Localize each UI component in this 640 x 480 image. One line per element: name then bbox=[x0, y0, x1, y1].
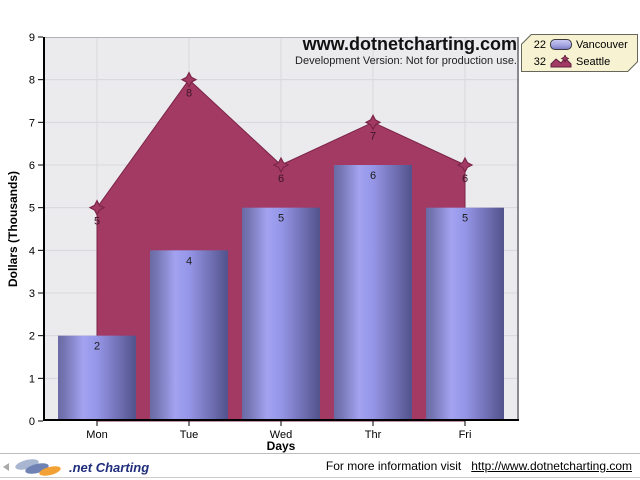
logo-brand-text: .net Charting bbox=[69, 459, 150, 475]
footer-info-text: For more information visit bbox=[325, 459, 462, 473]
bar-vancouver-fri bbox=[426, 207, 504, 421]
bar-vancouver-thr bbox=[334, 165, 412, 421]
bar-value-label: 4 bbox=[186, 255, 192, 267]
area-value-label: 7 bbox=[370, 130, 376, 142]
y-tick-label: 8 bbox=[29, 75, 35, 87]
bar-value-label: 2 bbox=[94, 341, 100, 353]
legend-item-vancouver: 22 Vancouver bbox=[531, 37, 637, 52]
plot-area: 5 8 6 7 6 2 4 5 6 5 0 1 2 3 4 5 6 7 8 9 Mon Tue Wed Thr Fri bbox=[29, 32, 519, 441]
bar-vancouver-wed bbox=[242, 207, 320, 421]
y-tick-label: 7 bbox=[29, 117, 35, 129]
footer-bottom-rule bbox=[0, 477, 640, 478]
legend-item-seattle: 32 Seattle bbox=[531, 54, 637, 69]
y-tick-label: 4 bbox=[29, 245, 35, 257]
area-value-label: 6 bbox=[278, 173, 284, 185]
legend: 22 Vancouver 32 Seattle bbox=[521, 34, 638, 72]
bar-vancouver-tue bbox=[150, 250, 228, 421]
legend-count: 32 bbox=[533, 55, 546, 68]
area-marker-star bbox=[88, 199, 106, 216]
footer-link[interactable]: http://www.dotnetcharting.com bbox=[471, 459, 632, 473]
x-tick-label: Fri bbox=[459, 429, 472, 441]
area-marker-star bbox=[456, 156, 474, 174]
y-tick-label: 9 bbox=[29, 32, 35, 44]
y-axis-title: Dollars (Thousands) bbox=[6, 171, 20, 288]
legend-label: Seattle bbox=[576, 55, 611, 68]
area-value-label: 8 bbox=[186, 88, 192, 100]
area-series-swatch-icon bbox=[550, 55, 572, 68]
y-tick-label: 2 bbox=[29, 331, 35, 343]
area-marker-star bbox=[364, 114, 382, 131]
bar-value-label: 5 bbox=[278, 213, 284, 225]
logo-swoosh-icon bbox=[13, 457, 65, 478]
legend-label: Vancouver bbox=[576, 38, 628, 51]
area-marker-star bbox=[272, 156, 290, 174]
y-tick-label: 6 bbox=[29, 160, 35, 172]
bar-value-label: 6 bbox=[370, 170, 376, 182]
watermark: www.dotnetcharting.com Development Versi… bbox=[295, 34, 517, 67]
area-marker-star bbox=[180, 71, 198, 88]
y-tick-label: 5 bbox=[29, 203, 35, 215]
watermark-dev-notice: Development Version: Not for production … bbox=[295, 55, 517, 67]
x-tick-label: Tue bbox=[180, 429, 199, 441]
legend-count: 22 bbox=[533, 38, 546, 51]
footer-divider bbox=[0, 453, 640, 454]
area-value-label: 5 bbox=[94, 216, 100, 228]
bar-series-swatch-icon bbox=[550, 39, 572, 50]
x-tick-label: Mon bbox=[86, 429, 107, 441]
x-tick-label: Thr bbox=[365, 429, 382, 441]
bar-value-label: 5 bbox=[462, 213, 468, 225]
logo-arrow-icon bbox=[3, 463, 9, 471]
watermark-url: www.dotnetcharting.com bbox=[302, 34, 517, 54]
y-tick-label: 0 bbox=[29, 416, 35, 428]
dotnetcharting-logo: .net Charting bbox=[3, 457, 150, 478]
legend-face: 22 Vancouver 32 Seattle bbox=[522, 35, 637, 71]
y-tick-label: 1 bbox=[29, 373, 35, 385]
y-tick-label: 3 bbox=[29, 288, 35, 300]
area-value-label: 6 bbox=[462, 173, 468, 185]
x-tick-label: Wed bbox=[270, 429, 292, 441]
x-axis-title: Days bbox=[266, 439, 296, 453]
footer-info: For more information visit http://www.do… bbox=[326, 459, 632, 473]
bar-vancouver-mon bbox=[58, 335, 136, 421]
